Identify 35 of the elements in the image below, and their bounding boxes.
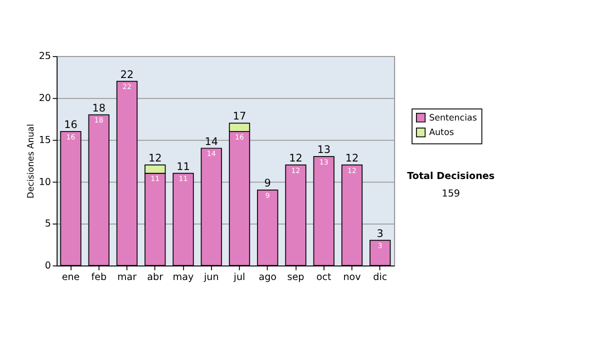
y-tick-label: 20	[38, 93, 52, 104]
x-tick-label: oct	[316, 272, 332, 283]
total-label: 9	[264, 178, 271, 190]
total-label: 16	[64, 119, 78, 132]
y-tick-label: 10	[38, 176, 52, 188]
x-tick-label: ene	[62, 272, 80, 283]
total-label: 12	[345, 152, 359, 165]
x-tick-label: ago	[258, 272, 277, 283]
total-label: 13	[317, 144, 331, 156]
total-label: 12	[148, 152, 162, 165]
total-label: 3	[376, 228, 384, 240]
y-tick-label: 15	[38, 134, 52, 146]
x-tick-label: mar	[117, 272, 137, 283]
x-tick-label: dic	[373, 272, 388, 283]
total-label: 11	[176, 160, 190, 173]
y-tick-label: 25	[38, 51, 52, 62]
total-label: 22	[120, 68, 134, 81]
x-tick-label: feb	[91, 272, 107, 283]
x-tick-label: sep	[287, 272, 304, 283]
y-tick-label: 0	[44, 260, 52, 272]
y-tick-label: 5	[44, 218, 52, 230]
total-label: 18	[92, 102, 106, 114]
text: 159	[442, 188, 460, 200]
total-label: 17	[232, 110, 246, 123]
total-label: 14	[204, 136, 218, 148]
x-tick-label: nov	[343, 272, 362, 283]
text: Total Decisiones	[407, 171, 495, 182]
x-tick-label: jul	[232, 272, 246, 283]
legend-label: Autos	[429, 128, 454, 138]
x-tick-label: may	[172, 272, 194, 283]
x-tick-label: jun	[202, 272, 219, 283]
x-tick-label: abr	[147, 272, 164, 283]
y-axis-title: Decisiones Anual	[26, 124, 37, 199]
total-label: 12	[289, 152, 302, 165]
legend-label: Sentencias	[429, 113, 478, 124]
